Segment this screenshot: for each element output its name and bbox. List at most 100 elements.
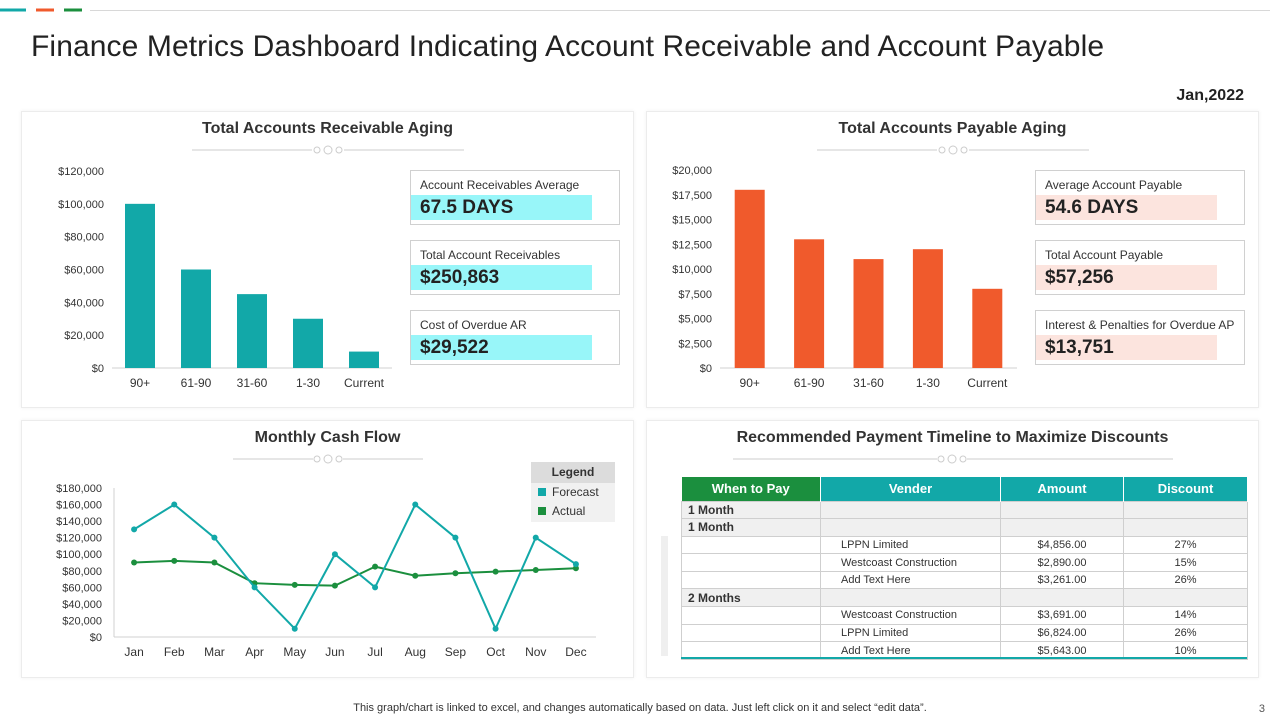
- point-forecast: [251, 584, 258, 591]
- table-scrollbar[interactable]: [661, 536, 668, 656]
- kpi-value: $13,751: [1036, 335, 1217, 360]
- cash-flow-chart[interactable]: $0 $20,000 $40,000 $60,000 $80,000 $100,000 $1…: [22, 421, 622, 671]
- payment-timeline-panel: Recommended Payment Timeline to Maximize…: [646, 420, 1259, 678]
- point-actual: [492, 568, 499, 575]
- cell-amount: [1000, 500, 1124, 520]
- table-group-row[interactable]: 2 Months: [681, 588, 1248, 608]
- table-header-row: When to Pay Vender Amount Discount: [681, 477, 1248, 501]
- point-forecast: [131, 526, 138, 533]
- cash-flow-panel: Monthly Cash Flow $0 $20,000 $40,000 $60,00…: [21, 420, 634, 678]
- payment-panel-title: Recommended Payment Timeline to Maximize…: [736, 429, 1169, 446]
- title-ornament: [816, 145, 1089, 155]
- kpi-value: $57,256: [1036, 265, 1217, 290]
- cell-when: [681, 606, 821, 625]
- y-tick-label: $140,000: [56, 516, 102, 528]
- point-forecast: [372, 584, 379, 591]
- y-tick-label: $0: [90, 632, 102, 644]
- col-header-discount[interactable]: Discount: [1123, 477, 1248, 501]
- col-header-vender[interactable]: Vender: [820, 477, 1001, 501]
- cell-amount: $2,890.00: [1000, 553, 1124, 572]
- x-tick-label: Feb: [164, 645, 185, 659]
- x-tick-label: 90+: [130, 376, 150, 390]
- y-tick-label: $20,000: [62, 615, 102, 627]
- y-tick-label: $20,000: [64, 330, 104, 342]
- col-header-when[interactable]: When to Pay: [681, 477, 821, 501]
- table-row[interactable]: Add Text Here $3,261.00 26%: [681, 570, 1248, 590]
- x-tick-label: Dec: [565, 645, 586, 659]
- ar-aging-chart[interactable]: $0 $20,000 $40,000 $60,000 $80,000 $100,000 $1…: [22, 112, 412, 402]
- kpi-value: 54.6 DAYS: [1036, 195, 1217, 220]
- cell-discount: [1123, 500, 1248, 520]
- ap-aging-panel: Total Accounts Payable Aging $0 $2,500 $5,…: [646, 111, 1259, 408]
- point-forecast: [211, 534, 218, 541]
- title-ornament: [232, 454, 423, 464]
- cell-vender: Westcoast Construction: [820, 553, 1001, 572]
- ar-aging-panel: Total Accounts Receivable Aging $0 $20,00…: [21, 111, 634, 408]
- x-tick-label: Jan: [124, 645, 143, 659]
- cell-when: 1 Month: [681, 518, 821, 537]
- point-forecast: [331, 551, 338, 558]
- cell-discount: 14%: [1123, 606, 1248, 625]
- series-line-actual: [134, 559, 576, 587]
- y-tick-label: $60,000: [62, 582, 102, 594]
- point-forecast: [572, 561, 579, 568]
- point-actual: [372, 563, 379, 570]
- cash-flow-title: Monthly Cash Flow: [254, 429, 401, 446]
- cell-discount: [1123, 518, 1248, 537]
- cell-vender: Westcoast Construction: [820, 606, 1001, 625]
- table-group-row[interactable]: 1 Month: [681, 500, 1248, 520]
- point-forecast: [171, 501, 178, 508]
- point-forecast: [412, 501, 419, 508]
- x-tick-label: Jul: [367, 645, 382, 659]
- y-tick-label: $40,000: [62, 599, 102, 611]
- y-tick-label: $120,000: [58, 166, 104, 178]
- x-tick-label: 61-90: [181, 376, 212, 390]
- x-tick-label: Current: [344, 376, 385, 390]
- point-actual: [131, 559, 138, 566]
- kpi-ar-total: Total Account Receivables $250,863: [410, 240, 620, 295]
- y-tick-label: $80,000: [62, 566, 102, 578]
- title-ornament: [191, 145, 464, 155]
- table-row[interactable]: LPPN Limited $6,824.00 26%: [681, 623, 1248, 643]
- top-accent-bar: [0, 8, 82, 12]
- cell-vender: [820, 500, 1001, 520]
- cell-when: [681, 535, 821, 555]
- y-tick-label: $60,000: [64, 265, 104, 277]
- bar-61-90: [181, 269, 211, 368]
- bar-31-60: [853, 259, 884, 368]
- point-actual: [572, 565, 579, 572]
- x-tick-label: Sep: [445, 645, 467, 659]
- point-forecast: [492, 625, 499, 632]
- table-row[interactable]: Westcoast Construction $3,691.00 14%: [681, 606, 1248, 625]
- table-row[interactable]: LPPN Limited $4,856.00 27%: [681, 535, 1248, 555]
- cell-discount: 15%: [1123, 553, 1248, 572]
- y-tick-label: $10,000: [672, 264, 712, 276]
- cell-amount: $3,691.00: [1000, 606, 1124, 625]
- page-title: Finance Metrics Dashboard Indicating Acc…: [31, 30, 1105, 63]
- table-row[interactable]: Westcoast Construction $2,890.00 15%: [681, 553, 1248, 572]
- y-tick-label: $100,000: [58, 199, 104, 211]
- table-row[interactable]: Add Text Here $5,643.00 10%: [681, 641, 1248, 660]
- bar-90+: [125, 203, 155, 368]
- table-group-row[interactable]: 1 Month: [681, 518, 1248, 537]
- point-forecast: [452, 534, 459, 541]
- bar-1-30: [912, 249, 943, 368]
- legend-item-forecast: Forecast: [531, 483, 615, 502]
- x-tick-label: Mar: [204, 645, 225, 659]
- cell-amount: [1000, 588, 1124, 608]
- col-header-amount[interactable]: Amount: [1000, 477, 1124, 501]
- cell-amount: $6,824.00: [1000, 623, 1124, 643]
- forecast-swatch: [538, 488, 546, 496]
- x-tick-label: Aug: [405, 645, 426, 659]
- kpi-ap-average: Average Account Payable 54.6 DAYS: [1035, 170, 1245, 225]
- cell-discount: 27%: [1123, 535, 1248, 555]
- cell-amount: $4,856.00: [1000, 535, 1124, 555]
- cell-vender: LPPN Limited: [820, 535, 1001, 555]
- x-tick-label: 1-30: [916, 376, 940, 390]
- bar-31-60: [237, 294, 267, 368]
- cell-vender: LPPN Limited: [820, 623, 1001, 643]
- bar-current: [349, 351, 379, 368]
- actual-swatch: [538, 507, 546, 515]
- y-tick-label: $40,000: [64, 297, 104, 309]
- ap-aging-chart[interactable]: $0 $2,500 $5,000 $7,500 $10,000 $12,500 $15,00…: [647, 112, 1037, 402]
